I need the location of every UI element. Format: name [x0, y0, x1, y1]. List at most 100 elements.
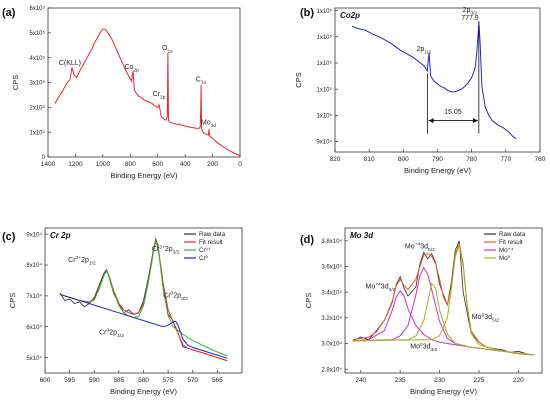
x-tick-label: 585 — [113, 377, 124, 384]
y-tick-label: 9x10⁴ — [26, 231, 42, 238]
x-axis-label: Binding Energy (eV) — [110, 387, 178, 396]
x-tick-label: 225 — [474, 377, 485, 384]
x-tick-label: 595 — [64, 377, 75, 384]
annotation-label: Cr3+2p3/2 — [152, 244, 180, 255]
annotation-label: Cr02p1/2 — [99, 328, 124, 339]
legend-label: Cr³⁺ — [199, 247, 211, 254]
x-axis-label: Binding Energy (eV) — [110, 171, 178, 180]
y-tick-label: 2x10⁵ — [30, 105, 46, 112]
y-tick-label: 3.8x10⁴ — [321, 238, 342, 245]
arrow-head-right — [472, 118, 478, 124]
panel-b: 820 810 800 790 780 770 760 9x10⁴ 1x10⁵ 1x10⁵ 1x10… — [294, 7, 546, 175]
series-line-2 — [352, 290, 535, 356]
panel-c: 600 595 590 585 580 575 570 565 5x10⁴ 6x10⁴ 7x10⁴ 8… — [2, 227, 243, 396]
x-tick-label: 0 — [238, 161, 242, 168]
x-tick-label: 1400 — [41, 161, 56, 168]
series-line-0 — [54, 28, 240, 156]
x-tick-label: 760 — [535, 156, 546, 163]
x-tick-label: 240 — [355, 377, 366, 384]
x-tick-label: 230 — [434, 377, 445, 384]
plot-frame — [344, 227, 543, 374]
x-tick-label: 600 — [40, 377, 51, 384]
panel-label: (a) — [2, 7, 16, 19]
x-tick-label: 800 — [125, 161, 136, 168]
x-axis-label: Binding Energy (eV) — [410, 387, 478, 396]
y-axis-label: CPS — [304, 293, 313, 308]
annotation-label: C(KLL) — [59, 60, 81, 67]
arrow-head-left — [428, 118, 434, 124]
x-tick-label: 770 — [500, 156, 511, 163]
annotation-label: 2p3/2 — [463, 7, 478, 16]
x-tick-label: 780 — [466, 156, 477, 163]
y-tick-label: 1x10⁵ — [30, 129, 46, 136]
y-tick-label: 1x10⁵ — [317, 8, 333, 15]
y-tick-label: 0 — [42, 155, 46, 161]
y-tick-label: 8x10⁴ — [26, 262, 42, 269]
panel-label: (d) — [300, 234, 314, 246]
annotation-label: 2p1/2 — [417, 46, 432, 55]
legend-label: Fit result — [499, 239, 523, 246]
x-tick-label: 790 — [432, 156, 443, 163]
series-line-3 — [352, 266, 535, 356]
y-tick-label: 3.0x10⁴ — [321, 341, 342, 348]
panel-a: 1400 1200 1000 800 600 400 200 0 0 1x10⁵ 2x10⁵ 3x10… — [2, 5, 242, 180]
panel-label: (c) — [2, 231, 16, 243]
y-tick-label: 4x10⁵ — [30, 55, 46, 62]
panel-d: 240 235 230 225 220 2.8x10⁴ 3.0x10⁴ 3.2x10⁴ 3.4x… — [300, 227, 543, 396]
annotation-label: Cr2p — [153, 91, 166, 100]
y-tick-label: 1x10⁵ — [317, 86, 333, 93]
panel-title: Cr 2p — [50, 231, 71, 240]
y-axis-label: CPS — [294, 72, 303, 87]
plot-frame — [47, 7, 241, 158]
x-tick-label: 600 — [152, 161, 163, 168]
annotation-label: Mo3d — [201, 120, 216, 129]
annotation-label: Mo+43d3/2 — [365, 282, 395, 293]
x-tick-label: 575 — [163, 377, 174, 384]
y-tick-label: 3.4x10⁴ — [321, 289, 342, 296]
x-tick-label: 800 — [398, 156, 409, 163]
x-tick-label: 590 — [89, 377, 100, 384]
annotation-label: Cr02p3/2 — [163, 291, 188, 302]
annotation-label: Cr3+2p1/2 — [68, 255, 96, 266]
panel-title: Co2p — [340, 11, 360, 20]
y-tick-label: 1x10⁵ — [317, 60, 333, 67]
annotation-label: Mo03d3/2 — [410, 342, 437, 353]
x-tick-label: 810 — [364, 156, 375, 163]
x-tick-label: 400 — [180, 161, 191, 168]
y-tick-label: 6x10⁵ — [30, 5, 46, 12]
x-tick-label: 235 — [395, 377, 406, 384]
annotation-label: Co2p — [124, 64, 139, 73]
y-tick-label: 7x10⁴ — [26, 293, 42, 300]
series-line-4 — [352, 282, 535, 356]
series-line-3 — [59, 293, 228, 359]
annotation-label: 15.05 — [444, 109, 462, 116]
y-tick-label: 9x10⁴ — [316, 139, 332, 146]
x-axis-label: Binding Energy (eV) — [404, 166, 472, 175]
x-tick-label: 565 — [212, 377, 223, 384]
panel-label: (b) — [300, 7, 314, 19]
legend-label: Cr⁰ — [199, 255, 209, 262]
series-line-2 — [59, 240, 228, 357]
annotation-label: Mo03d5/2 — [472, 312, 499, 323]
y-tick-label: 5x10⁴ — [26, 355, 42, 362]
legend-label: Mo⁰ — [499, 255, 511, 262]
y-tick-label: 2.8x10⁴ — [321, 366, 342, 373]
y-tick-label: 3x10⁵ — [30, 80, 46, 87]
series-line-1 — [352, 241, 535, 356]
x-tick-label: 580 — [138, 377, 149, 384]
legend-label: Fit result — [199, 239, 223, 246]
x-tick-label: 1200 — [68, 161, 83, 168]
plot-frame — [334, 7, 541, 153]
legend-label: Raw data — [199, 231, 226, 238]
annotation-label: 777.9 — [461, 15, 479, 22]
annotation-label: C1s — [196, 76, 207, 85]
x-tick-label: 820 — [330, 156, 341, 163]
y-tick-label: 6x10⁴ — [26, 324, 42, 331]
y-tick-label: 1x10⁵ — [317, 113, 333, 120]
y-tick-label: 3.6x10⁴ — [321, 264, 342, 271]
x-tick-label: 1000 — [96, 161, 111, 168]
x-tick-label: 200 — [207, 161, 218, 168]
x-tick-label: 220 — [513, 377, 524, 384]
y-tick-label: 1x10⁵ — [317, 34, 333, 41]
